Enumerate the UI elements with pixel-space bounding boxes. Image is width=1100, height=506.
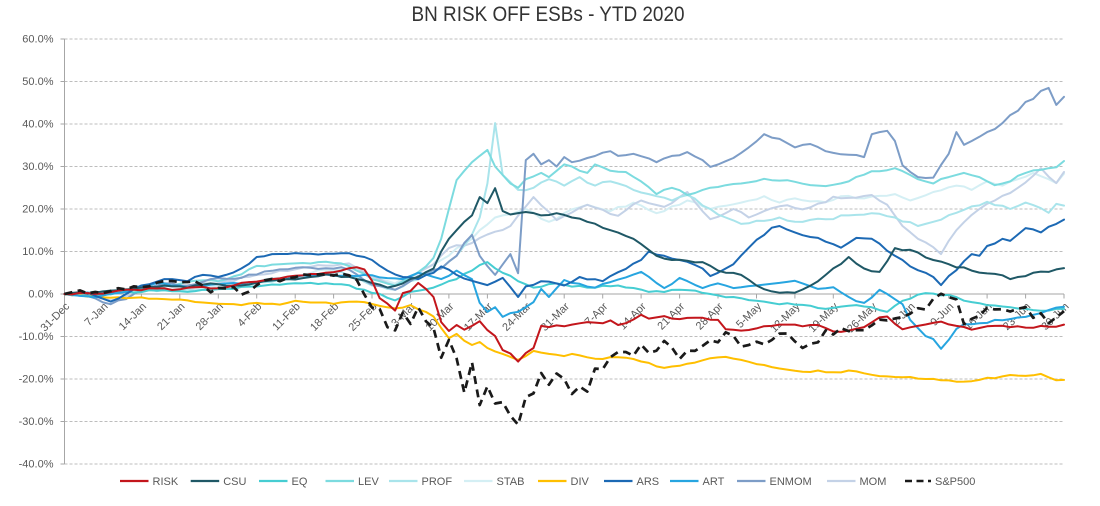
svg-text:ENMOM: ENMOM: [770, 476, 812, 488]
svg-text:0.0%: 0.0%: [28, 289, 53, 301]
svg-text:S&P500: S&P500: [935, 476, 975, 488]
svg-text:-30.0%: -30.0%: [19, 416, 54, 428]
svg-text:LEV: LEV: [358, 476, 379, 488]
svg-text:MOM: MOM: [860, 476, 887, 488]
svg-text:30.0%: 30.0%: [22, 161, 53, 173]
svg-text:-40.0%: -40.0%: [19, 459, 54, 471]
svg-text:ART: ART: [703, 476, 725, 488]
svg-text:STAB: STAB: [497, 476, 525, 488]
svg-text:EQ: EQ: [292, 476, 308, 488]
svg-text:PROF: PROF: [422, 476, 453, 488]
svg-text:-10.0%: -10.0%: [19, 331, 54, 343]
svg-text:50.0%: 50.0%: [22, 76, 53, 88]
svg-text:40.0%: 40.0%: [22, 119, 53, 131]
svg-text:10.0%: 10.0%: [22, 246, 53, 258]
svg-text:CSU: CSU: [223, 476, 246, 488]
svg-text:RISK: RISK: [153, 476, 179, 488]
svg-text:20.0%: 20.0%: [22, 204, 53, 216]
svg-text:60.0%: 60.0%: [22, 34, 53, 46]
svg-text:BN RISK OFF ESBs - YTD 2020: BN RISK OFF ESBs - YTD 2020: [412, 3, 685, 26]
svg-text:ARS: ARS: [637, 476, 660, 488]
svg-text:-20.0%: -20.0%: [19, 374, 54, 386]
svg-text:DIV: DIV: [571, 476, 590, 488]
